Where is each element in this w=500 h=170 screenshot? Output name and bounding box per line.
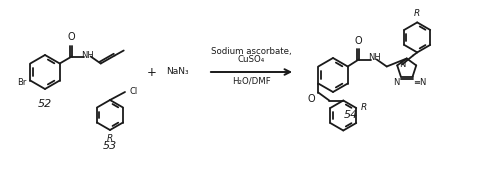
Text: Sodium ascorbate,: Sodium ascorbate, <box>211 47 292 56</box>
Text: NH: NH <box>82 51 94 60</box>
Text: O: O <box>308 94 316 104</box>
Text: O: O <box>355 36 362 46</box>
Text: R: R <box>414 9 420 18</box>
Text: 53: 53 <box>103 141 117 151</box>
Text: N: N <box>394 78 400 87</box>
Text: R: R <box>360 104 366 113</box>
Text: R: R <box>107 134 113 143</box>
Text: NaN₃: NaN₃ <box>166 67 188 76</box>
Text: +: + <box>147 65 157 79</box>
Text: ≡N: ≡N <box>414 78 427 87</box>
Text: 52: 52 <box>38 99 52 109</box>
Text: O: O <box>68 32 76 42</box>
Text: Cl: Cl <box>130 88 138 97</box>
Text: NH: NH <box>368 54 380 63</box>
Text: N: N <box>399 60 406 69</box>
Text: CuSO₄: CuSO₄ <box>238 55 265 64</box>
Text: Br: Br <box>17 78 26 87</box>
Text: 54: 54 <box>344 110 358 120</box>
Text: H₂O/DMF: H₂O/DMF <box>232 76 271 85</box>
